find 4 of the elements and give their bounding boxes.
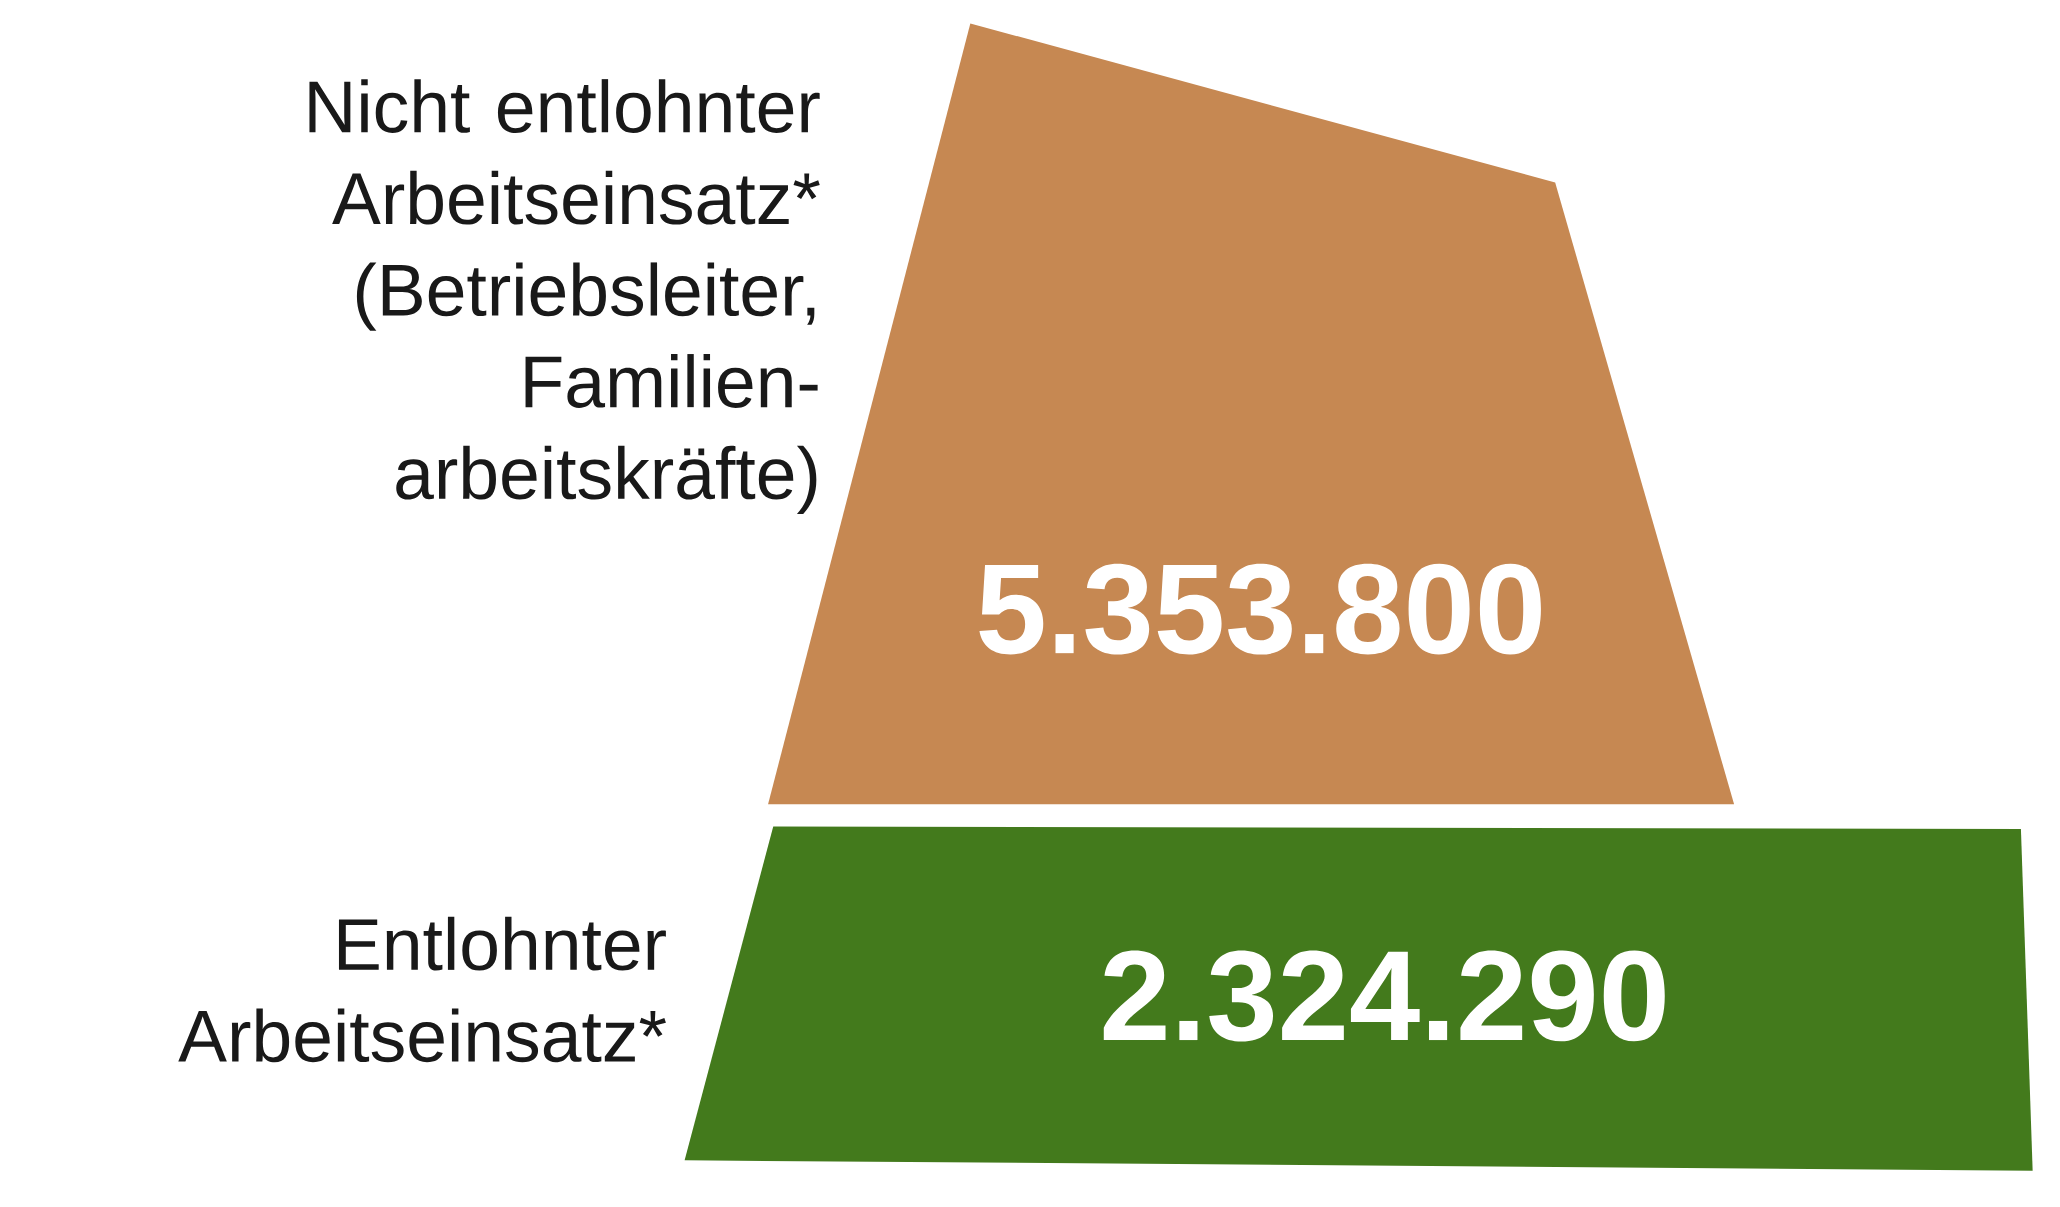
data-label: 5.353.800 bbox=[979, 563, 1541, 655]
category-label: Entlohnter Arbeitseinsatz* bbox=[178, 916, 666, 1063]
data-label: 2.324.290 bbox=[1103, 950, 1665, 1042]
category-label: Nicht entlohnter Arbeitseinsatz* (Betriebsleiter, Familien-arbeitskräfte) bbox=[309, 79, 820, 514]
